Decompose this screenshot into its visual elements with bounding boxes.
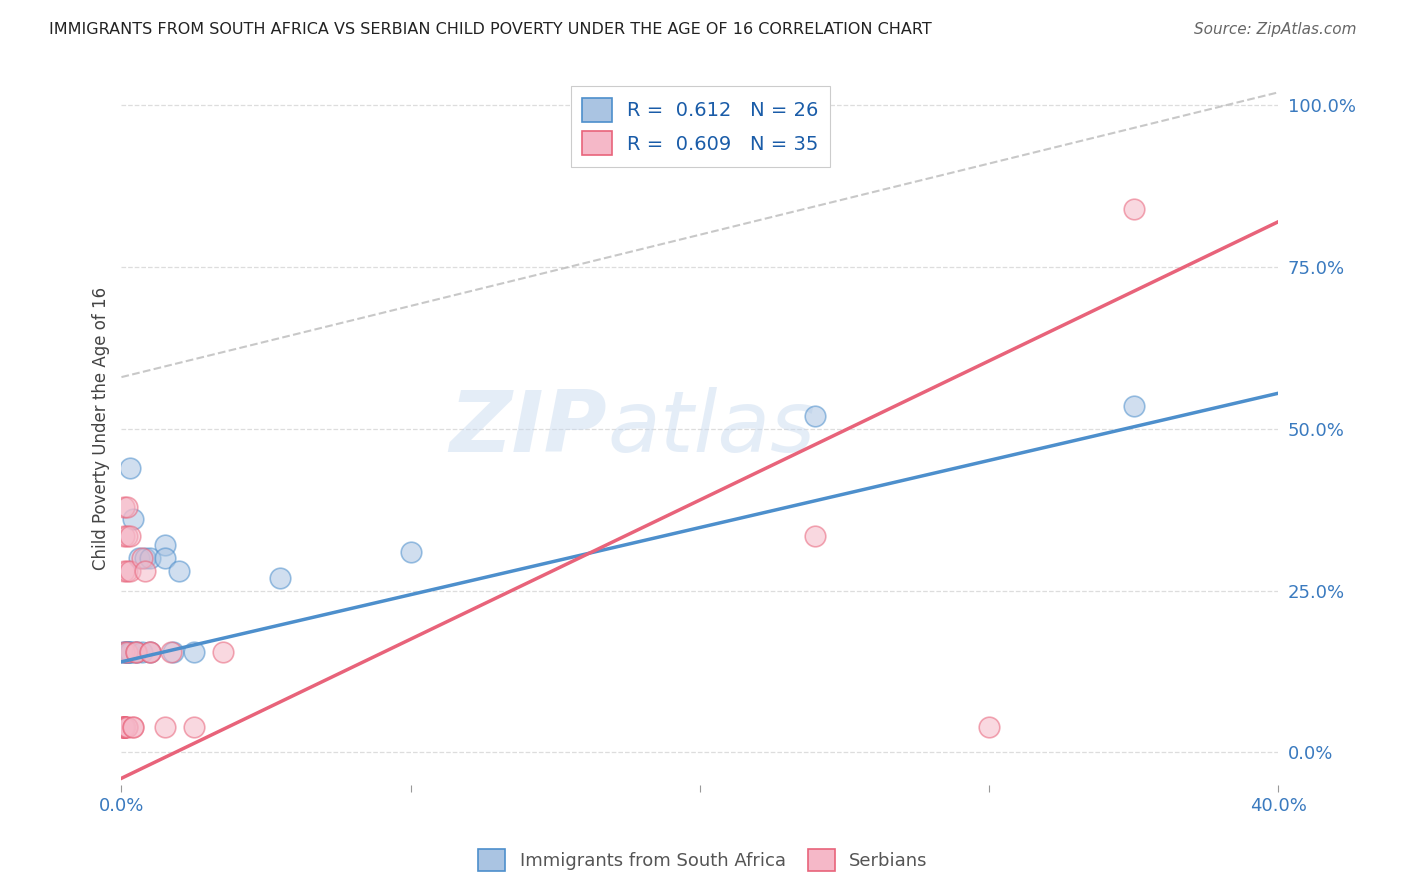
- Point: [115, 645, 138, 659]
- Point: [122, 512, 145, 526]
- Point: [122, 719, 145, 733]
- Legend: Immigrants from South Africa, Serbians: Immigrants from South Africa, Serbians: [471, 842, 935, 879]
- Point: [112, 645, 135, 659]
- Point: [183, 645, 205, 659]
- Point: [115, 719, 138, 733]
- Point: [131, 551, 153, 566]
- Point: [153, 551, 176, 566]
- Point: [139, 551, 162, 566]
- Point: [977, 719, 1000, 733]
- Y-axis label: Child Poverty Under the Age of 16: Child Poverty Under the Age of 16: [93, 287, 110, 570]
- Point: [120, 645, 142, 659]
- Point: [269, 571, 291, 585]
- Point: [125, 645, 148, 659]
- Point: [112, 528, 135, 542]
- Point: [115, 564, 138, 578]
- Point: [134, 564, 156, 578]
- Point: [125, 645, 148, 659]
- Point: [115, 719, 138, 733]
- Point: [399, 545, 422, 559]
- Point: [153, 719, 176, 733]
- Point: [120, 645, 142, 659]
- Point: [112, 719, 135, 733]
- Point: [115, 500, 138, 514]
- Point: [162, 645, 184, 659]
- Point: [115, 645, 138, 659]
- Legend: R =  0.612   N = 26, R =  0.609   N = 35: R = 0.612 N = 26, R = 0.609 N = 35: [571, 87, 830, 167]
- Point: [1122, 202, 1144, 216]
- Point: [153, 538, 176, 552]
- Point: [112, 719, 135, 733]
- Point: [112, 500, 135, 514]
- Text: Source: ZipAtlas.com: Source: ZipAtlas.com: [1194, 22, 1357, 37]
- Point: [112, 719, 135, 733]
- Point: [112, 719, 135, 733]
- Point: [1122, 399, 1144, 413]
- Point: [115, 645, 138, 659]
- Point: [804, 409, 827, 423]
- Point: [120, 645, 142, 659]
- Point: [112, 645, 135, 659]
- Point: [112, 719, 135, 733]
- Point: [112, 719, 135, 733]
- Point: [131, 645, 153, 659]
- Point: [125, 645, 148, 659]
- Point: [120, 564, 142, 578]
- Point: [115, 528, 138, 542]
- Point: [211, 645, 233, 659]
- Point: [139, 645, 162, 659]
- Point: [183, 719, 205, 733]
- Point: [120, 460, 142, 475]
- Point: [128, 551, 150, 566]
- Text: IMMIGRANTS FROM SOUTH AFRICA VS SERBIAN CHILD POVERTY UNDER THE AGE OF 16 CORREL: IMMIGRANTS FROM SOUTH AFRICA VS SERBIAN …: [49, 22, 932, 37]
- Point: [112, 645, 135, 659]
- Point: [112, 719, 135, 733]
- Text: ZIP: ZIP: [450, 387, 607, 470]
- Point: [112, 719, 135, 733]
- Point: [112, 564, 135, 578]
- Point: [122, 719, 145, 733]
- Point: [134, 551, 156, 566]
- Point: [125, 645, 148, 659]
- Point: [115, 645, 138, 659]
- Point: [139, 645, 162, 659]
- Text: atlas: atlas: [607, 387, 815, 470]
- Point: [139, 645, 162, 659]
- Point: [169, 564, 191, 578]
- Point: [120, 528, 142, 542]
- Point: [159, 645, 181, 659]
- Point: [804, 528, 827, 542]
